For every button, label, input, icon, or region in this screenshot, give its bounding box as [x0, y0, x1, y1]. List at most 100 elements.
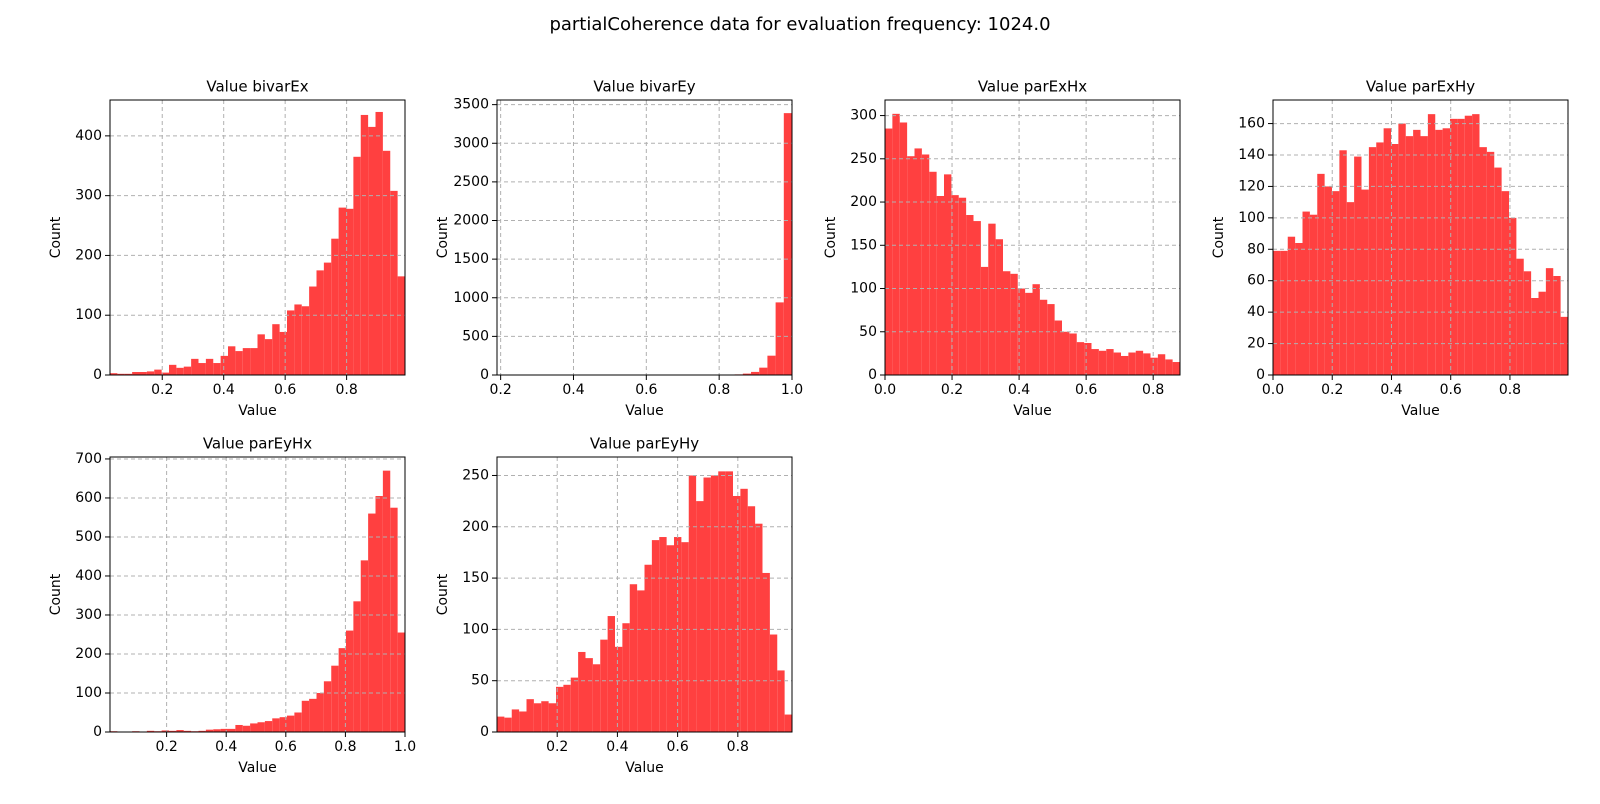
bar: [1128, 353, 1135, 375]
bar: [324, 681, 331, 732]
bar: [600, 640, 607, 732]
bar: [287, 716, 294, 732]
y-tick-label: 120: [1238, 178, 1265, 194]
bar: [353, 601, 360, 732]
bar: [1472, 114, 1479, 375]
bar: [885, 129, 892, 375]
bar: [645, 565, 652, 732]
bar: [527, 699, 534, 732]
bar: [147, 371, 154, 375]
bar: [302, 306, 309, 375]
y-tick-label: 300: [75, 607, 102, 623]
bar: [154, 370, 161, 375]
x-tick-label: 0.8: [334, 739, 356, 755]
bar: [512, 709, 519, 732]
y-axis-label: Count: [1211, 216, 1227, 258]
bar: [199, 363, 206, 375]
bar: [1376, 142, 1383, 375]
bar: [630, 584, 637, 732]
bar: [169, 365, 176, 375]
bar: [1354, 157, 1361, 375]
bar: [1099, 351, 1106, 375]
bar: [1158, 354, 1165, 375]
bar: [368, 514, 375, 732]
bar: [1553, 276, 1560, 375]
bar: [696, 501, 703, 732]
x-tick-label: 0.0: [1262, 382, 1284, 398]
bar: [1165, 359, 1172, 375]
bar: [1369, 147, 1376, 375]
bar: [784, 113, 792, 375]
bar: [339, 208, 346, 375]
bar: [578, 652, 585, 732]
x-tick-label: 0.8: [1499, 382, 1521, 398]
y-tick-label: 20: [1247, 336, 1265, 352]
x-tick-label: 0.2: [151, 382, 173, 398]
y-tick-label: 0: [93, 367, 102, 383]
x-axis-label: Value: [1013, 403, 1051, 419]
bar: [1406, 136, 1413, 375]
bar: [726, 471, 733, 732]
x-tick-label: 0.6: [275, 739, 297, 755]
bar: [1435, 130, 1442, 375]
bar: [974, 221, 981, 375]
x-tick-label: 0.8: [335, 382, 357, 398]
y-tick-label: 0: [868, 367, 877, 383]
bar: [346, 631, 353, 732]
bar: [1443, 128, 1450, 375]
bar: [777, 670, 784, 732]
y-tick-label: 150: [850, 237, 877, 253]
y-axis-label: Count: [435, 216, 451, 258]
bar: [981, 267, 988, 375]
x-tick-label: 0.4: [1008, 382, 1030, 398]
bar: [361, 115, 368, 375]
bar: [353, 157, 360, 375]
bar: [959, 198, 966, 375]
bar: [704, 478, 711, 732]
y-tick-label: 400: [75, 568, 102, 584]
bar: [1413, 130, 1420, 375]
x-tick-label: 0.4: [213, 382, 235, 398]
bar: [659, 537, 666, 732]
bar: [1143, 353, 1150, 375]
bar: [759, 368, 767, 375]
x-tick-label: 0.4: [1380, 382, 1402, 398]
bar: [681, 542, 688, 732]
y-tick-label: 2500: [453, 174, 489, 190]
bar: [785, 715, 792, 732]
y-tick-label: 80: [1247, 241, 1265, 257]
bar: [1003, 271, 1010, 375]
x-tick-label: 0.4: [215, 739, 237, 755]
bar: [1384, 128, 1391, 375]
bar: [383, 151, 390, 375]
y-tick-label: 250: [462, 467, 489, 483]
bar: [966, 215, 973, 375]
bar: [755, 524, 762, 732]
subplot-title: Value bivarEy: [593, 78, 695, 96]
bar: [361, 560, 368, 732]
bar: [541, 701, 548, 732]
x-tick-label: 0.2: [155, 739, 177, 755]
bar: [586, 658, 593, 732]
bar: [1524, 271, 1531, 375]
y-tick-label: 100: [75, 685, 102, 701]
x-tick-label: 1.0: [781, 382, 803, 398]
bar: [176, 368, 183, 375]
bar: [763, 573, 770, 732]
plot-area: [497, 100, 792, 375]
bar: [390, 508, 397, 732]
bar: [740, 489, 747, 732]
bar: [317, 270, 324, 375]
bar: [770, 635, 777, 732]
y-tick-label: 1000: [453, 290, 489, 306]
bar: [534, 703, 541, 732]
bar: [1288, 237, 1295, 375]
x-tick-label: 0.4: [606, 739, 628, 755]
y-tick-label: 600: [75, 490, 102, 506]
bar: [1347, 202, 1354, 375]
x-tick-label: 0.2: [941, 382, 963, 398]
x-axis-label: Value: [1401, 403, 1439, 419]
y-tick-label: 300: [75, 188, 102, 204]
bar: [563, 685, 570, 732]
